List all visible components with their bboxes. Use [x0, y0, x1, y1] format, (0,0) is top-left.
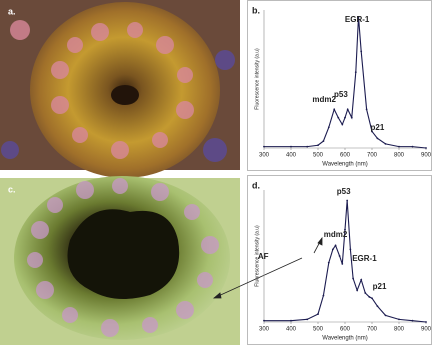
- data-point: [322, 294, 325, 297]
- x-axis-label: Wavelength (nm): [322, 162, 367, 168]
- peak-annotation: EGR-1: [352, 254, 377, 263]
- x-tick-label: 400: [286, 153, 297, 159]
- data-point: [346, 108, 349, 111]
- data-point: [356, 289, 359, 292]
- panel-label: c.: [8, 184, 16, 194]
- x-tick-label: 900: [421, 153, 432, 159]
- data-point: [344, 116, 346, 119]
- x-tick-label: 300: [259, 153, 270, 159]
- data-point: [384, 314, 387, 317]
- x-axis-label: Wavelength (nm): [322, 336, 367, 342]
- data-point: [371, 297, 373, 300]
- data-point: [376, 137, 379, 140]
- data-point: [364, 292, 367, 294]
- data-point: [338, 255, 341, 257]
- spectrum-line: [264, 200, 427, 323]
- peak-annotation: mdm2: [312, 95, 336, 104]
- data-point: [376, 305, 379, 308]
- data-point: [327, 126, 330, 129]
- data-point: [368, 296, 371, 298]
- peak-annotation: p21: [371, 123, 385, 132]
- micrograph-c: [0, 176, 240, 345]
- data-point: [371, 130, 373, 133]
- data-point: [306, 318, 309, 321]
- data-point: [357, 16, 360, 18]
- x-tick-label: 900: [421, 327, 432, 333]
- data-point: [398, 318, 400, 321]
- data-point: [331, 248, 334, 251]
- x-tick-label: 600: [340, 327, 351, 333]
- data-point: [365, 108, 368, 111]
- y-axis-label: Fluorescence intensity (a.u): [254, 48, 260, 110]
- data-point: [384, 142, 387, 145]
- peak-annotation: AF: [258, 252, 269, 261]
- x-tick-label: 300: [259, 327, 270, 333]
- data-point: [350, 116, 353, 119]
- data-point: [341, 123, 344, 126]
- data-point: [349, 248, 352, 251]
- data-point: [263, 145, 265, 148]
- data-point: [263, 319, 265, 322]
- peak-annotation: mdm2: [324, 230, 348, 239]
- panel-label: a.: [8, 6, 16, 16]
- panel-label: d.: [252, 180, 260, 190]
- data-point: [306, 145, 309, 148]
- y-axis-label: Fluorescence intensity (a.u): [254, 225, 260, 287]
- data-point: [322, 140, 325, 143]
- data-point: [411, 145, 414, 148]
- data-point: [337, 116, 340, 119]
- x-tick-label: 400: [286, 327, 297, 333]
- data-point: [360, 50, 363, 53]
- panel-label: b.: [252, 5, 260, 15]
- data-point: [346, 199, 349, 202]
- data-point: [317, 144, 319, 147]
- x-tick-label: 500: [313, 327, 324, 333]
- data-point: [290, 319, 292, 322]
- x-tick-label: 600: [340, 153, 351, 159]
- peak-annotation: EGR-1: [345, 15, 370, 24]
- spectrum-line: [264, 16, 427, 149]
- data-point: [398, 145, 400, 148]
- data-point: [425, 147, 427, 149]
- data-point: [411, 319, 414, 322]
- micrograph-a: [0, 0, 240, 178]
- data-point: [327, 261, 330, 264]
- data-point: [360, 278, 363, 281]
- x-tick-label: 700: [367, 327, 378, 333]
- x-tick-label: 500: [313, 153, 324, 159]
- peak-annotation: p21: [373, 282, 387, 291]
- data-point: [425, 321, 427, 323]
- peak-annotation: p53: [337, 187, 351, 196]
- x-tick-label: 800: [394, 327, 405, 333]
- data-point: [352, 277, 354, 280]
- data-point: [344, 228, 346, 231]
- data-point: [341, 263, 344, 265]
- peak-annotation: p53: [334, 90, 348, 99]
- x-tick-label: 700: [367, 153, 378, 159]
- data-point: [290, 145, 292, 148]
- x-tick-label: 800: [394, 153, 405, 159]
- data-point: [354, 71, 357, 73]
- af-arrows: [212, 236, 323, 299]
- panel-frame: [247, 0, 432, 171]
- data-point: [333, 108, 336, 111]
- data-point: [317, 313, 319, 315]
- panel-frame: [247, 175, 432, 345]
- data-point: [334, 244, 337, 247]
